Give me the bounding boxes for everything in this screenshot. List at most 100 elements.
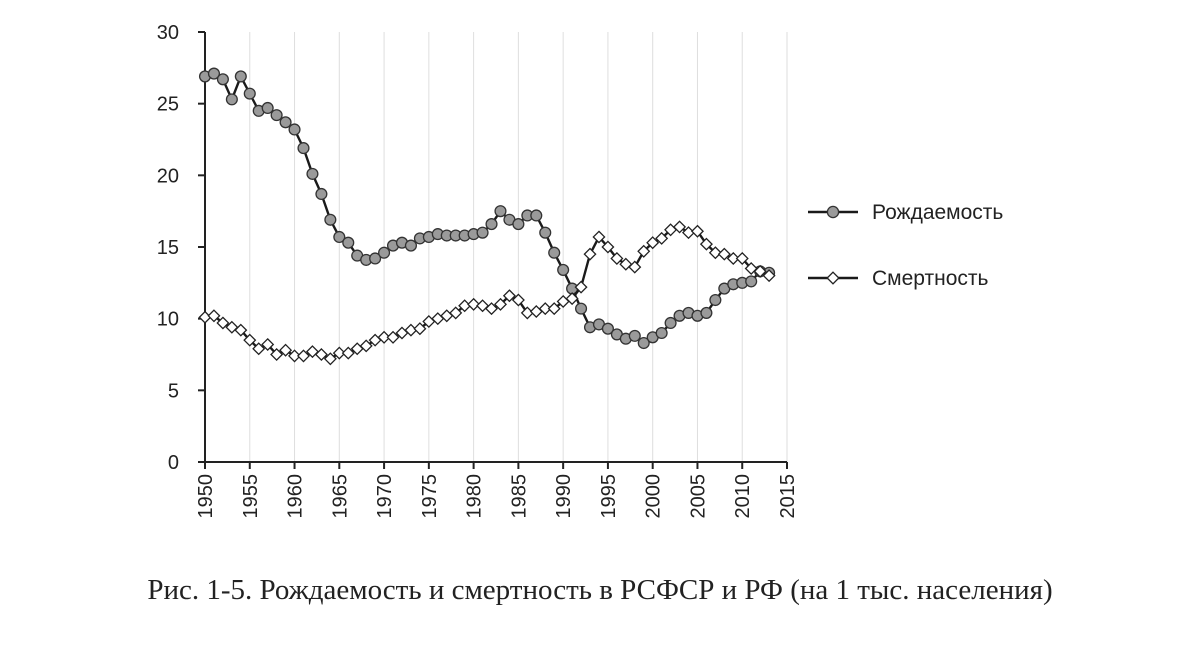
data-point: [601, 240, 615, 254]
data-point: [323, 352, 337, 366]
data-point: [369, 252, 382, 265]
x-tick-label: 1985: [508, 474, 530, 519]
data-point: [530, 209, 543, 222]
figure-caption: Рис. 1-5. Рождаемость и смертность в РСФ…: [147, 574, 1053, 606]
data-point: [745, 275, 758, 288]
data-point: [762, 269, 776, 283]
data-point: [485, 218, 498, 231]
data-point: [261, 337, 275, 351]
data-point: [539, 226, 552, 239]
data-point: [548, 246, 561, 259]
data-point: [207, 309, 221, 323]
data-point: [664, 316, 677, 330]
data-point: [252, 342, 266, 356]
data-point: [673, 220, 687, 234]
data-point: [512, 218, 525, 231]
data-point: [493, 297, 507, 311]
data-point: [207, 67, 221, 80]
data-point: [502, 289, 516, 303]
data-point: [225, 93, 238, 106]
x-tick-label: 1995: [598, 474, 620, 519]
data-point: [314, 347, 328, 362]
series-1: [198, 67, 776, 350]
legend: Рождаемость Смертность: [808, 201, 1003, 290]
chart: 0 5 10 15 20 25 30 1950 1955 1960 1965 1970 1975 1980…: [157, 22, 1004, 519]
data-point: [449, 306, 463, 320]
data-point: [557, 263, 570, 276]
data-point: [538, 302, 552, 316]
data-point: [717, 247, 731, 261]
legend-label: Рождаемость: [872, 201, 1003, 224]
y-tick-label: 30: [157, 22, 179, 44]
data-point: [261, 101, 274, 115]
x-tick-label: 1950: [195, 474, 217, 519]
data-point: [735, 251, 749, 265]
x-tick-label: 2010: [732, 474, 754, 519]
data-point: [413, 322, 427, 336]
data-point: [342, 236, 355, 249]
axes: [198, 31, 788, 469]
data-point: [592, 230, 606, 244]
data-point: [637, 244, 651, 258]
data-point: [655, 231, 669, 245]
data-point: [243, 333, 257, 347]
series-line: [204, 72, 770, 345]
data-point: [628, 260, 642, 274]
data-point: [296, 349, 311, 363]
data-point: [404, 239, 417, 252]
data-point: [306, 167, 319, 180]
data-point: [619, 257, 633, 271]
x-tick-label: 1990: [553, 474, 575, 519]
data-point: [494, 205, 507, 218]
x-tick-label: 2015: [777, 474, 799, 519]
data-point: [709, 293, 722, 307]
gridlines: [249, 32, 788, 462]
data-point: [467, 297, 481, 311]
data-point: [575, 302, 588, 315]
y-tick-label: 10: [157, 309, 179, 331]
series-2: [198, 220, 776, 366]
data-point: [699, 237, 713, 251]
data-point: [341, 346, 355, 360]
legend-marker: [826, 271, 840, 285]
data-point: [753, 264, 767, 278]
legend-label: Смертность: [872, 267, 989, 290]
data-point: [628, 329, 641, 342]
data-point: [655, 326, 668, 340]
data-point: [279, 343, 293, 357]
data-point: [726, 251, 740, 265]
legend-entry: Смертность: [808, 267, 989, 290]
data-point: [386, 330, 400, 344]
data-point: [324, 213, 337, 226]
data-point: [485, 302, 499, 316]
data-point: [511, 293, 525, 307]
data-point: [279, 116, 292, 129]
y-tick-label: 20: [157, 165, 179, 187]
data-point: [332, 346, 346, 360]
data-point: [565, 292, 579, 306]
data-point: [288, 349, 302, 363]
data-point: [243, 87, 256, 100]
y-tick-label: 0: [168, 452, 179, 474]
x-tick-label: 2000: [643, 474, 665, 519]
data-point: [377, 330, 391, 344]
data-point: [690, 224, 704, 238]
data-point: [216, 316, 230, 330]
data-point: [637, 336, 650, 350]
data-point: [378, 246, 391, 259]
data-point: [583, 247, 597, 261]
data-point: [610, 251, 624, 265]
x-tick-label: 1960: [285, 474, 307, 519]
data-point: [574, 280, 588, 294]
data-point: [297, 142, 310, 155]
series: [198, 67, 776, 366]
data-point: [288, 123, 301, 136]
data-point: [234, 323, 248, 337]
legend-entry: Рождаемость: [808, 201, 1003, 224]
data-point: [270, 109, 283, 122]
data-point: [601, 322, 614, 335]
x-tick-label: 2005: [687, 474, 709, 519]
tick-labels: 0 5 10 15 20 25 30 1950 1955 1960 1965 1970 1975 1980…: [157, 22, 799, 519]
y-tick-label: 25: [157, 94, 179, 116]
data-point: [333, 230, 346, 244]
